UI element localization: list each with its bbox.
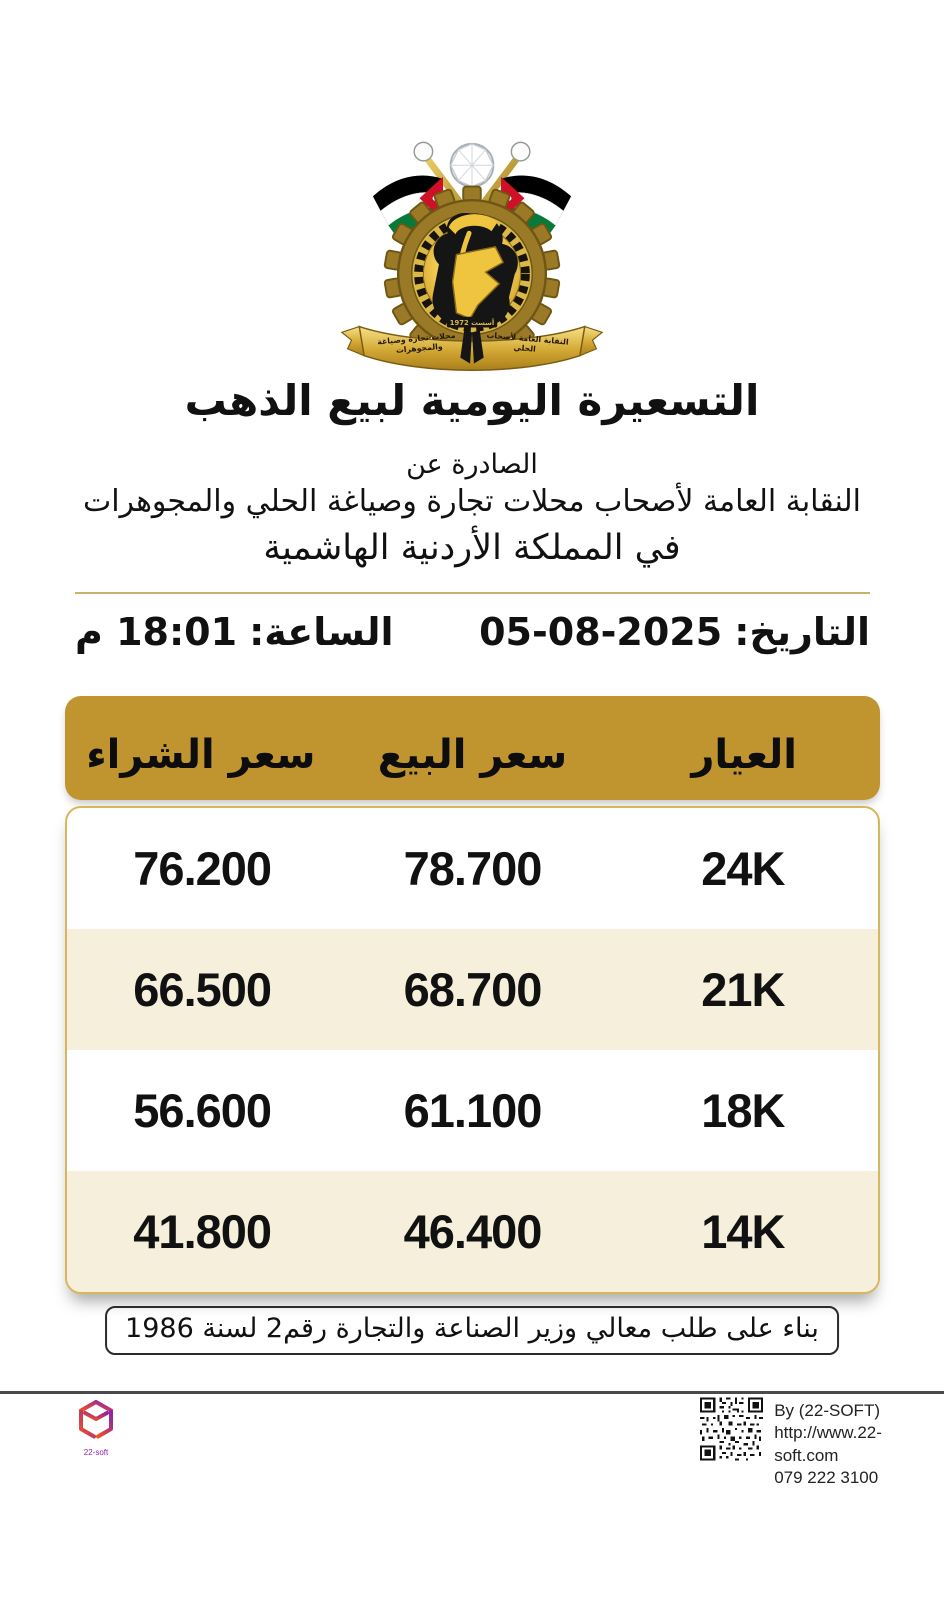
- price-row-18k: 18K 61.100 56.600: [67, 1050, 878, 1171]
- karat-value: 21K: [701, 963, 785, 1016]
- jordan-flag-icon: [372, 175, 444, 240]
- price-table-body: 24K 78.700 76.200 21K 68.700 66.500 18K …: [65, 806, 880, 1294]
- time-value: 18:01 م: [75, 610, 238, 654]
- time-field: الساعة: 18:01 م: [75, 610, 394, 654]
- sell-price: 46.400: [403, 1205, 543, 1258]
- date-field: التاريخ: 05-08-2025: [479, 610, 870, 654]
- credits-text: By (22-SOFT) http://www.22-soft.com 079 …: [774, 1397, 944, 1490]
- credits-block: By (22-SOFT) http://www.22-soft.com 079 …: [700, 1397, 944, 1490]
- crucible-map-icon: [432, 212, 518, 328]
- date-label: التاريخ:: [734, 610, 870, 654]
- syndicate-emblem-graphic: أسست 1972 النقابة العامة لأصحاب الحلي مح…: [340, 141, 604, 371]
- price-row-24k: 24K 78.700 76.200: [67, 808, 878, 929]
- price-table-header: العيار سعر البيع سعر الشراء: [65, 696, 880, 800]
- sell-price: 78.700: [403, 842, 543, 895]
- banner-ribbon: أسست 1972 النقابة العامة لأصحاب الحلي مح…: [340, 316, 604, 371]
- buy-price: 41.800: [133, 1205, 272, 1258]
- page-title: التسعيرة اليومية لبيع الذهب: [184, 376, 760, 425]
- buy-price: 76.200: [133, 842, 272, 895]
- gold-divider: [75, 592, 870, 594]
- issued-by-line: الصادرة عن: [406, 449, 538, 480]
- ribbon-text-left-bottom: والمجوهرات: [396, 342, 444, 355]
- syndicate-emblem: أسست 1972 النقابة العامة لأصحاب الحلي مح…: [326, 138, 618, 379]
- sell-price: 68.700: [403, 963, 543, 1016]
- price-row-21k: 21K 68.700 66.500: [67, 929, 878, 1050]
- col-header-buy: سعر الشراء: [86, 732, 316, 778]
- qr-code-icon: [700, 1397, 764, 1461]
- sell-price: 61.100: [403, 1084, 543, 1137]
- karat-value: 24K: [701, 842, 785, 895]
- vendor-logo-label: 22-soft: [83, 1448, 109, 1457]
- buy-price: 66.500: [133, 963, 272, 1016]
- credits-url: http://www.22-soft.com: [774, 1423, 882, 1465]
- col-header-sell: سعر البيع: [377, 732, 568, 778]
- country-line: في المملكة الأردنية الهاشمية: [263, 528, 681, 568]
- date-value: 05-08-2025: [479, 610, 723, 654]
- issuer-line: النقابة العامة لأصحاب محلات تجارة وصياغة…: [82, 484, 862, 519]
- karat-value: 18K: [701, 1084, 785, 1137]
- legal-note: بناء على طلب معالي وزير الصناعة والتجارة…: [105, 1306, 839, 1355]
- price-row-14k: 14K 46.400 41.800: [67, 1171, 878, 1292]
- col-header-karat: العيار: [691, 732, 797, 778]
- buy-price: 56.600: [133, 1084, 272, 1137]
- vendor-logo: 22-soft: [74, 1399, 118, 1457]
- credits-phone: 079 222 3100: [774, 1468, 879, 1488]
- credits-by: By (22-SOFT): [774, 1401, 880, 1420]
- datetime-row: التاريخ: 05-08-2025 الساعة: 18:01 م: [75, 610, 870, 654]
- time-label: الساعة:: [249, 610, 394, 654]
- ribbon-text-right-bottom: الحلي: [513, 343, 536, 354]
- diamond-icon: [449, 142, 495, 188]
- footer-divider: [0, 1391, 944, 1394]
- cube-logo-icon: [79, 1400, 113, 1439]
- karat-value: 14K: [701, 1205, 785, 1258]
- established-label: أسست 1972: [450, 318, 494, 327]
